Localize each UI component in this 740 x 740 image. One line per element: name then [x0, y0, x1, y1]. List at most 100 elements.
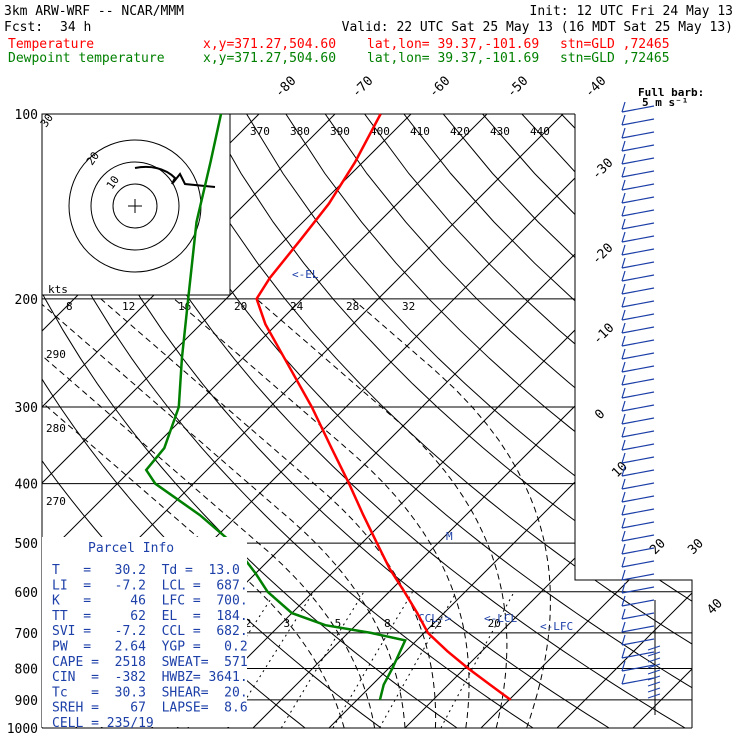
wind-barb	[621, 443, 655, 451]
wind-barb	[621, 586, 655, 594]
wind-barb-flag	[621, 192, 626, 204]
wind-barb	[621, 157, 655, 165]
mixing-ratio-line	[280, 591, 365, 728]
wind-barb-flag	[621, 179, 626, 191]
wind-barb	[621, 638, 655, 646]
wind-barb-low	[647, 651, 661, 657]
pressure-label: 700	[15, 627, 38, 642]
hodograph-ring-label: 20	[84, 149, 102, 167]
dew-latlon: lat,lon= 39.37,-101.69	[367, 51, 539, 66]
isotherm-label: -10	[590, 321, 617, 348]
parcel-info-bg	[42, 537, 247, 727]
dry-adiabat	[49, 114, 631, 728]
wind-barb	[621, 534, 655, 542]
parcel-row: SREH = 67 LAPSE= 8.6	[52, 701, 248, 716]
hodograph-speed-label: 16	[178, 300, 191, 313]
wind-barb	[621, 261, 655, 269]
wind-barb-flag	[621, 140, 626, 152]
temp-stn: stn=GLD ,72465	[560, 37, 670, 52]
wind-barb-low	[647, 687, 661, 693]
wind-barb	[621, 131, 655, 139]
pressure-label: 500	[15, 537, 38, 552]
wind-barb	[621, 469, 655, 477]
wind-barb	[621, 222, 655, 230]
dry-adiabat	[206, 114, 692, 728]
dew-xy: x,y=371.27,504.60	[203, 51, 336, 66]
parcel-row: Tc = 30.3 SHEAR= 20.	[52, 685, 248, 700]
dry-adiabat	[719, 114, 740, 740]
dewpoint-profile	[144, 113, 407, 701]
wind-barb-low	[647, 669, 661, 675]
wind-barb-flag	[621, 218, 626, 230]
hodograph-speed-label: 32	[402, 300, 415, 313]
hodograph-speed-label: 28	[346, 300, 359, 313]
wind-barb-flag	[621, 621, 626, 633]
hodograph-ring-10	[112, 183, 158, 229]
hodograph-ring-20	[90, 161, 180, 251]
isotherm-label: -50	[504, 74, 531, 101]
hodograph-speed-label: 12	[122, 300, 135, 313]
isotherm-label: -20	[589, 241, 616, 268]
mixing-ratio-label: 8	[384, 617, 391, 630]
wind-barb	[621, 391, 655, 399]
wind-barb-flag	[621, 673, 626, 685]
hodograph: 10 20 30 kts	[38, 111, 231, 296]
isotherm-line	[42, 114, 488, 728]
parcel-row: K = 46 LFC = 700.	[52, 594, 248, 609]
wind-barb-flag	[621, 413, 626, 425]
mw-marker: M	[446, 530, 453, 543]
theta-label: 370	[250, 125, 270, 138]
wind-barb-flag	[621, 400, 626, 412]
wind-barb	[621, 573, 655, 581]
wind-barb	[621, 183, 655, 191]
parcel-row: LI = -7.2 LCL = 687.	[52, 578, 248, 593]
wind-barb-flag	[621, 153, 626, 165]
isotherm-label: -30	[589, 156, 616, 183]
wind-barb	[621, 495, 655, 503]
wind-barb-low	[647, 657, 661, 663]
isotherm-label: 0	[592, 407, 608, 423]
wind-barb	[621, 235, 655, 243]
isotherm-line	[404, 114, 692, 728]
dry-adiabat	[42, 114, 477, 728]
theta-low-label: 270	[46, 495, 66, 508]
parcel-info-title: Parcel Info	[88, 541, 174, 556]
theta-label: 380	[290, 125, 310, 138]
isotherm-line	[42, 114, 412, 728]
wind-barb-flag	[621, 543, 626, 555]
wind-barb-flag	[621, 231, 626, 243]
dew-legend: Dewpoint temperature	[8, 51, 165, 66]
wind-barb	[621, 378, 655, 386]
dry-adiabat	[285, 114, 692, 728]
wind-barb-flag	[621, 127, 626, 139]
temp-xy: x,y=371.27,504.60	[203, 37, 336, 52]
dry-adiabat	[678, 114, 692, 728]
el-marker: <-EL	[292, 268, 319, 281]
hodograph-ring-label: 30	[38, 111, 56, 129]
wind-barb	[621, 664, 655, 672]
wind-barb	[621, 508, 655, 516]
theta-label: 420	[450, 125, 470, 138]
parcel-row: SVI = -7.2 CCL = 682.	[52, 624, 248, 639]
wind-barb-low	[647, 675, 661, 681]
wind-barb-flag	[621, 439, 626, 451]
dry-adiabat	[128, 114, 692, 728]
hodograph-speed-label: 20	[234, 300, 247, 313]
temp-latlon: lat,lon= 39.37,-101.69	[367, 37, 539, 52]
wind-barb-flag	[621, 244, 626, 256]
hodograph-units: kts	[48, 283, 68, 296]
wind-barb	[621, 300, 655, 308]
isotherm-line	[556, 114, 692, 728]
moist-adiabat	[256, 298, 508, 728]
wind-barb	[621, 339, 655, 347]
wind-barb	[621, 599, 655, 607]
dry-adiabat	[364, 114, 692, 728]
isotherm-line	[480, 114, 692, 728]
wind-barb	[621, 209, 655, 217]
parcel-row: TT = 62 EL = 184.	[52, 609, 248, 624]
wind-barb	[621, 326, 655, 334]
wind-barb-flag	[621, 595, 626, 607]
dry-adiabat	[403, 114, 692, 728]
dew-stn: stn=GLD ,72465	[560, 51, 670, 66]
moist-adiabat	[42, 298, 406, 728]
